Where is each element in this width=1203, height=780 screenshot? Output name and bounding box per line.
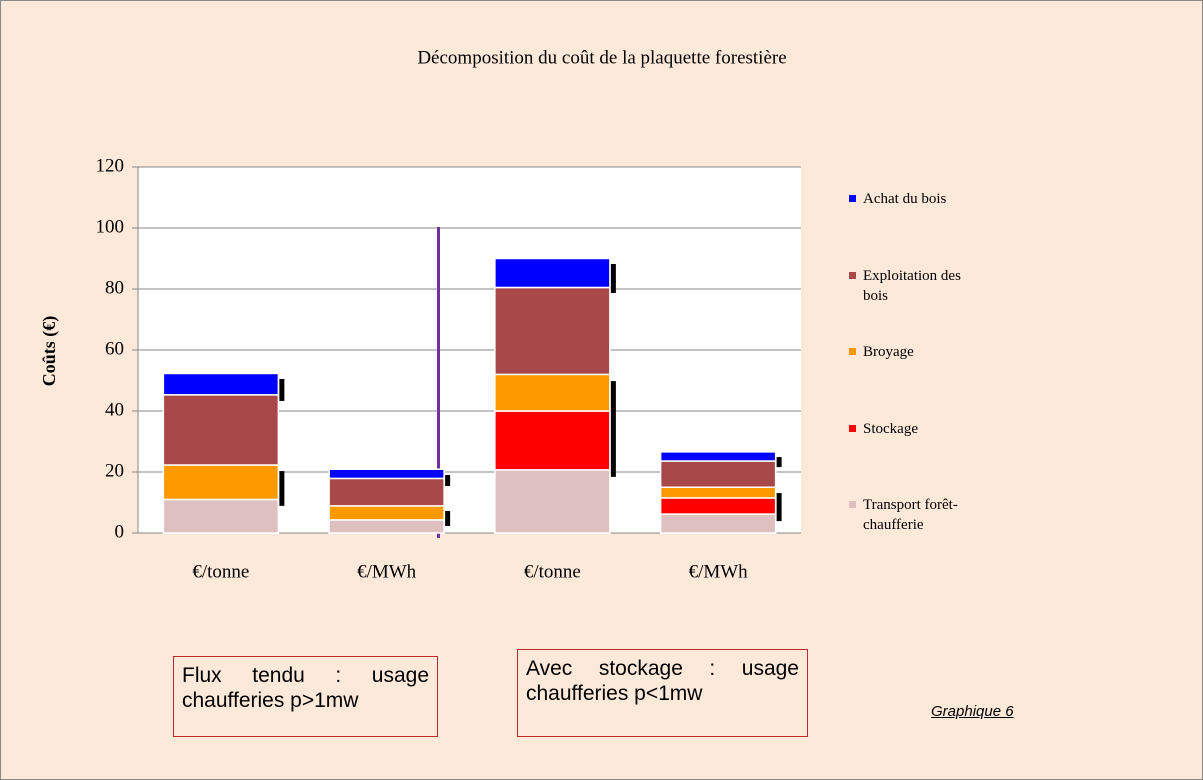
bar-segment (328, 519, 445, 534)
range-bar (776, 493, 782, 522)
bar-segment (494, 373, 611, 412)
legend-label: Stockage (863, 420, 918, 437)
annotation: Graphique 6 (931, 703, 1014, 720)
legend-label: Exploitation des bois (863, 267, 961, 304)
annotation: Flux tendu : usage chaufferies p>1mw (173, 656, 438, 737)
x-tick-label: €/MWh (357, 561, 417, 582)
y-tick-label: 0 (115, 521, 125, 542)
bar-segment (328, 505, 445, 521)
range-bar (279, 471, 285, 506)
x-tick-label: €/MWh (689, 561, 749, 582)
legend-label: Achat du bois (863, 191, 947, 207)
bar-segment (659, 486, 777, 499)
y-tick-label: 100 (96, 216, 125, 237)
bar-segment (659, 451, 777, 462)
bar-segment (659, 460, 777, 488)
range-bar (776, 457, 782, 468)
legend-swatch (849, 501, 856, 508)
bar-segment (328, 477, 445, 507)
y-tick-label: 80 (105, 277, 124, 298)
bar-segment (494, 469, 611, 534)
bar-segment (162, 372, 280, 396)
range-bar (445, 475, 451, 487)
bar-segment (162, 498, 280, 534)
bar-segment (328, 468, 445, 480)
bar-segment (494, 410, 611, 471)
range-bar (279, 378, 285, 401)
legend-label: Transport forêt-chaufferie (863, 497, 958, 533)
chart-title: Décomposition du coût de la plaquette fo… (417, 47, 786, 68)
x-tick-label: €/tonne (524, 561, 581, 582)
y-tick-label: 120 (96, 155, 125, 176)
bar-segment (162, 394, 280, 466)
range-bar (610, 381, 616, 477)
bar-segment (494, 286, 611, 376)
legend-swatch (849, 424, 856, 432)
legend-label: Broyage (863, 344, 914, 360)
legend-swatch (849, 195, 856, 202)
legend-item: Exploitation des bois (849, 266, 1049, 306)
bar-segment (659, 513, 777, 534)
x-tick-label: €/tonne (192, 561, 249, 582)
annotation: Avec stockage : usage chaufferies p<1mw (517, 649, 808, 737)
y-tick-label: 20 (105, 460, 124, 481)
range-bar (610, 263, 616, 293)
legend-swatch (849, 271, 856, 279)
y-axis-label: Coûts (€) (39, 316, 60, 387)
bar-segment (162, 464, 280, 501)
y-tick-label: 40 (105, 399, 124, 420)
legend-swatch (849, 348, 856, 355)
range-bar (445, 511, 451, 526)
y-tick-label: 60 (105, 338, 124, 359)
legend-item: Broyage (849, 342, 1049, 362)
legend-item: Stockage (849, 419, 1049, 439)
legend-item: Achat du bois (849, 189, 1049, 209)
legend-item: Transport forêt-chaufferie (849, 495, 1049, 535)
bar-segment (659, 497, 777, 515)
bar-segment (494, 257, 611, 289)
